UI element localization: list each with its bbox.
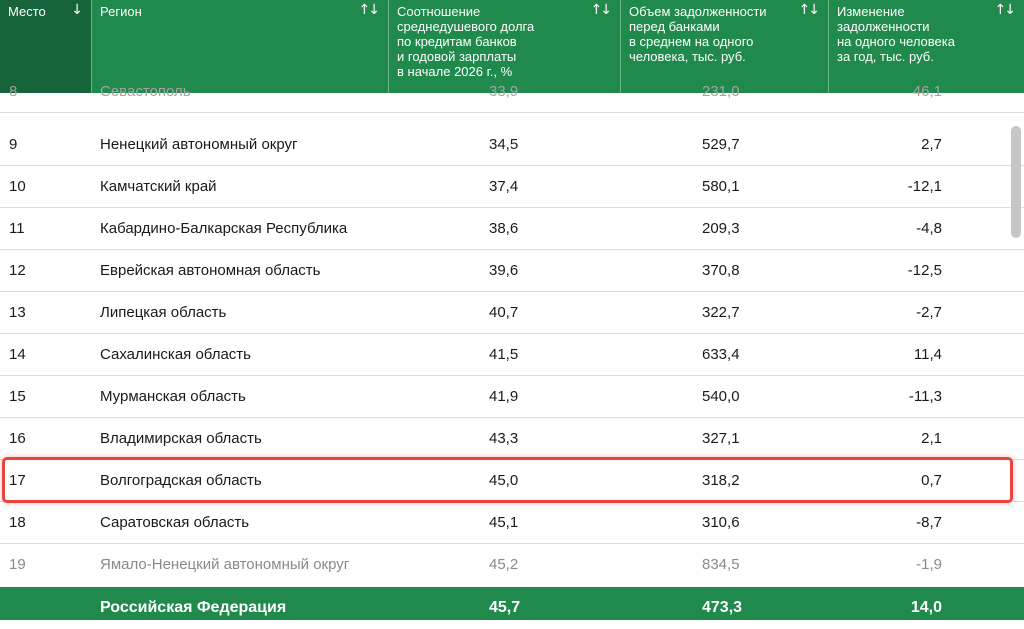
cell-ratio: 37,4 bbox=[489, 178, 519, 195]
cell-ratio: 33,9 bbox=[489, 83, 519, 100]
table-row: 10 Камчатский край 37,4 580,1 -12,1 bbox=[0, 166, 1024, 208]
cell-rank: 18 bbox=[9, 514, 26, 531]
total-ratio: 45,7 bbox=[489, 599, 521, 616]
cell-debt: 580,1 bbox=[702, 178, 740, 195]
cell-rank: 11 bbox=[9, 220, 25, 237]
cell-debt: 310,6 bbox=[702, 514, 740, 531]
cell-change: -1,9 bbox=[916, 556, 942, 573]
cell-debt: 322,7 bbox=[702, 304, 740, 321]
column-header-change[interactable]: Изменение задолженности на одного челове… bbox=[828, 0, 1024, 93]
cell-region: Камчатский край bbox=[100, 178, 217, 195]
table-row: 9 Ненецкий автономный округ 34,5 529,7 2… bbox=[0, 124, 1024, 166]
sort-both-icon[interactable]: ↑↓ bbox=[798, 2, 821, 18]
cell-rank: 17 bbox=[9, 472, 26, 489]
cell-ratio: 45,0 bbox=[489, 472, 519, 489]
cell-rank: 12 bbox=[9, 262, 26, 279]
cell-rank: 14 bbox=[9, 346, 26, 363]
cell-ratio: 43,3 bbox=[489, 430, 519, 447]
cell-change: -11,3 bbox=[908, 388, 942, 405]
column-header-region[interactable]: Регион ↑↓ bbox=[91, 0, 388, 93]
total-row: Российская Федерация 45,7 473,3 14,0 bbox=[0, 587, 1024, 620]
sort-both-icon[interactable]: ↑↓ bbox=[358, 2, 381, 18]
column-header-rank-label: Место bbox=[8, 4, 46, 19]
cell-region: Кабардино-Балкарская Республика bbox=[100, 220, 348, 237]
cell-change: 11,4 bbox=[913, 346, 942, 363]
sort-both-icon[interactable]: ↑↓ bbox=[994, 2, 1017, 18]
column-header-change-label: Изменение задолженности на одного челове… bbox=[837, 4, 955, 64]
cell-rank: 19 bbox=[9, 556, 26, 573]
cell-region: Саратовская область bbox=[100, 514, 250, 531]
cell-ratio: 40,7 bbox=[489, 304, 519, 321]
cell-change: 2,1 bbox=[921, 430, 942, 447]
table-row: 18 Саратовская область 45,1 310,6 -8,7 bbox=[0, 502, 1024, 544]
sort-both-icon[interactable]: ↑↓ bbox=[590, 2, 613, 18]
cell-debt: 529,7 bbox=[702, 136, 740, 153]
cell-rank: 9 bbox=[9, 136, 18, 153]
cell-debt: 231,0 bbox=[702, 83, 740, 100]
table-row: 15 Мурманская область 41,9 540,0 -11,3 bbox=[0, 376, 1024, 418]
total-region: Российская Федерация bbox=[100, 599, 287, 616]
cell-ratio: 34,5 bbox=[489, 136, 519, 153]
table-row: 8 Севастополь 33,9 231,0 46,1 bbox=[0, 82, 1024, 113]
table-row: 11 Кабардино-Балкарская Республика 38,6 … bbox=[0, 208, 1024, 250]
cell-change: 0,7 bbox=[921, 472, 942, 489]
cell-change: -8,7 bbox=[916, 514, 942, 531]
cell-rank: 16 bbox=[9, 430, 26, 447]
cell-region: Сахалинская область bbox=[100, 346, 251, 363]
column-header-debt[interactable]: Объем задолженности перед банками в сред… bbox=[620, 0, 828, 93]
cell-rank: 15 bbox=[9, 388, 26, 405]
cell-ratio: 45,1 bbox=[489, 514, 519, 531]
cell-change: -4,8 bbox=[916, 220, 942, 237]
total-debt: 473,3 bbox=[702, 599, 743, 616]
cell-debt: 327,1 bbox=[702, 430, 740, 447]
table-row: 16 Владимирская область 43,3 327,1 2,1 bbox=[0, 418, 1024, 460]
cell-debt: 209,3 bbox=[702, 220, 740, 237]
cell-change: -12,5 bbox=[907, 262, 942, 279]
cell-region: Липецкая область bbox=[100, 304, 227, 321]
column-header-ratio-label: Соотношение среднедушевого долга по кред… bbox=[397, 4, 535, 79]
cell-region: Мурманская область bbox=[100, 388, 246, 405]
cell-region: Волгоградская область bbox=[100, 472, 262, 489]
cell-region: Ненецкий автономный округ bbox=[100, 136, 298, 153]
cell-ratio: 39,6 bbox=[489, 262, 519, 279]
cell-change: -2,7 bbox=[916, 304, 942, 321]
cell-debt: 540,0 bbox=[702, 388, 740, 405]
column-header-rank[interactable]: Место ↓ bbox=[0, 0, 91, 93]
cell-region: Владимирская область bbox=[100, 430, 262, 447]
cell-ratio: 41,9 bbox=[489, 388, 519, 405]
table-row: 14 Сахалинская область 41,5 633,4 11,4 bbox=[0, 334, 1024, 376]
cell-rank: 10 bbox=[9, 178, 26, 195]
cell-ratio: 41,5 bbox=[489, 346, 519, 363]
cell-rank: 8 bbox=[9, 83, 18, 100]
cell-rank: 13 bbox=[9, 304, 26, 321]
table-row: 19 Ямало-Ненецкий автономный округ 45,2 … bbox=[0, 544, 1024, 586]
cell-debt: 633,4 bbox=[702, 346, 740, 363]
cell-region: Севастополь bbox=[100, 83, 191, 100]
cell-ratio: 38,6 bbox=[489, 220, 519, 237]
table-header: Место ↓ Регион ↑↓ Соотношение среднедуше… bbox=[0, 0, 1024, 93]
highlight-box bbox=[2, 457, 1013, 503]
total-change: 14,0 bbox=[910, 599, 942, 616]
cell-change: 46,1 bbox=[912, 83, 942, 100]
table-row: 13 Липецкая область 40,7 322,7 -2,7 bbox=[0, 292, 1024, 334]
cell-region: Ямало-Ненецкий автономный округ bbox=[100, 556, 350, 573]
cell-debt: 834,5 bbox=[702, 556, 740, 573]
sort-desc-icon[interactable]: ↓ bbox=[71, 2, 83, 18]
cell-ratio: 45,2 bbox=[489, 556, 519, 573]
cell-change: 2,7 bbox=[921, 136, 942, 153]
column-header-debt-label: Объем задолженности перед банками в сред… bbox=[629, 4, 767, 64]
cell-region: Еврейская автономная область bbox=[100, 262, 321, 279]
column-header-region-label: Регион bbox=[100, 4, 142, 19]
table-row: 12 Еврейская автономная область 39,6 370… bbox=[0, 250, 1024, 292]
cell-debt: 318,2 bbox=[702, 472, 740, 489]
cell-change: -12,1 bbox=[907, 178, 942, 195]
vertical-scrollbar[interactable] bbox=[1011, 126, 1021, 238]
cell-debt: 370,8 bbox=[702, 262, 740, 279]
column-header-ratio[interactable]: Соотношение среднедушевого долга по кред… bbox=[388, 0, 620, 93]
